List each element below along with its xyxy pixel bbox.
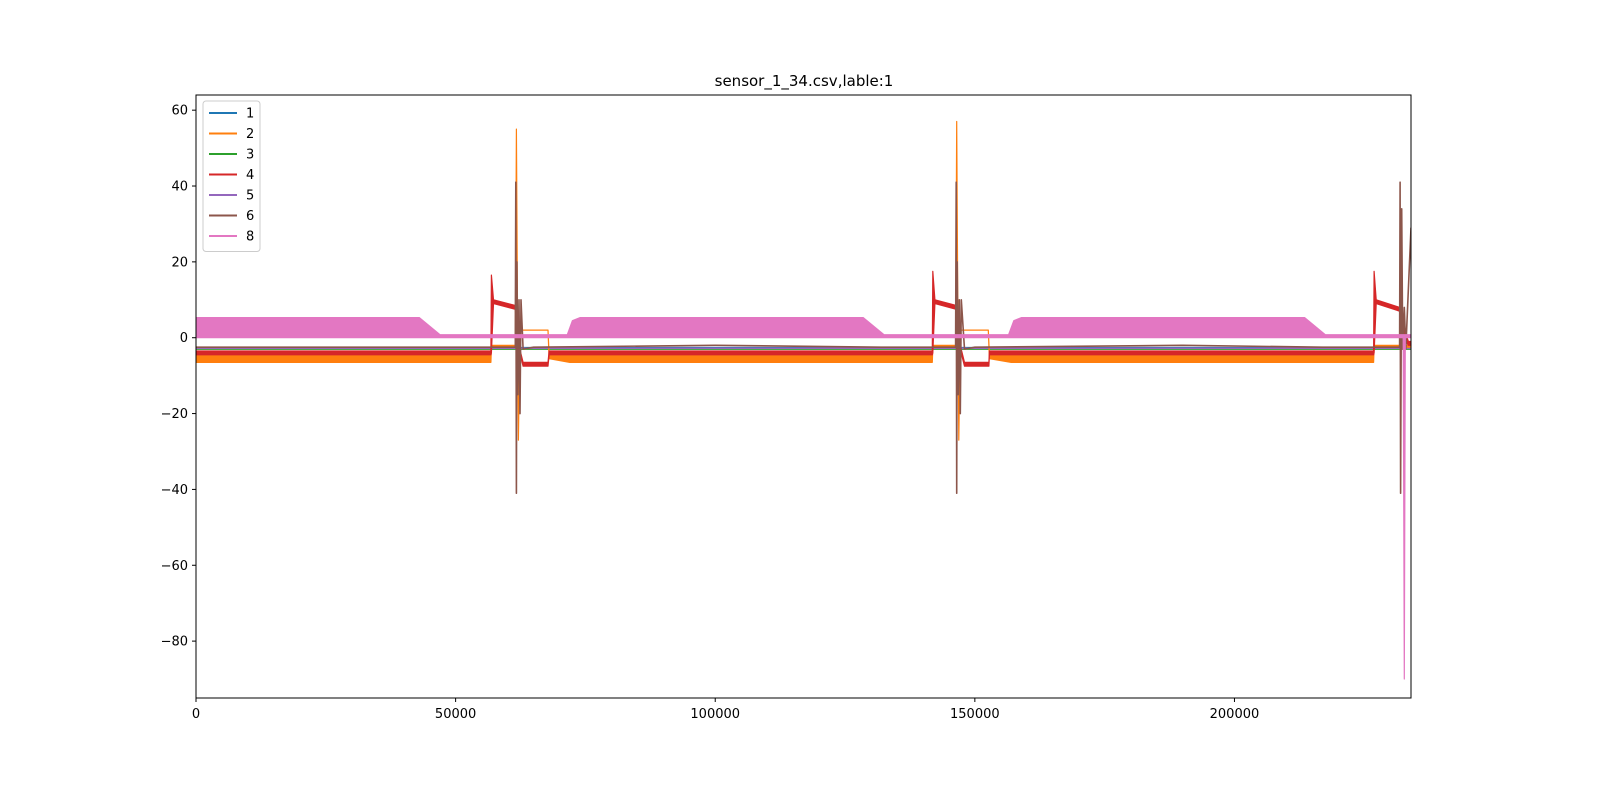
y-tick-label: −60 — [161, 559, 188, 574]
y-tick-label: 20 — [171, 255, 188, 270]
y-tick-label: 60 — [171, 104, 188, 119]
legend: 1 2 3 4 5 6 8 — [202, 100, 261, 252]
y-tick-label: −80 — [161, 635, 188, 650]
axes-layer — [195, 94, 1412, 699]
legend-label-1: 1 — [246, 107, 254, 122]
legend-label-6: 6 — [246, 209, 254, 224]
legend-label-3: 3 — [246, 148, 254, 163]
series-8-band — [196, 317, 1411, 680]
series-2-band — [196, 120, 1411, 441]
x-tick-label: 50000 — [435, 707, 476, 722]
legend-label-8: 8 — [246, 230, 254, 245]
y-tick-label: −20 — [161, 407, 188, 422]
plot-frame — [195, 94, 1412, 699]
chart-title: sensor_1_34.csv,lable:1 — [715, 72, 894, 91]
x-axis: 0 50000 100000 150000 200000 — [192, 698, 1259, 722]
x-tick-label: 100000 — [690, 707, 740, 722]
legend-box — [202, 100, 261, 252]
y-tick-label: −40 — [161, 483, 188, 498]
series-layer — [196, 120, 1411, 680]
y-tick-label: 0 — [180, 331, 188, 346]
series-4-band — [196, 270, 1411, 367]
legend-label-5: 5 — [246, 189, 254, 204]
x-tick-label: 150000 — [950, 707, 1000, 722]
legend-label-4: 4 — [246, 168, 254, 183]
x-tick-label: 200000 — [1210, 707, 1260, 722]
x-tick-label: 0 — [192, 707, 200, 722]
legend-label-2: 2 — [246, 127, 254, 142]
y-tick-label: 40 — [171, 180, 188, 195]
y-axis: 60 40 20 0 −20 −40 −60 −80 — [161, 104, 196, 650]
